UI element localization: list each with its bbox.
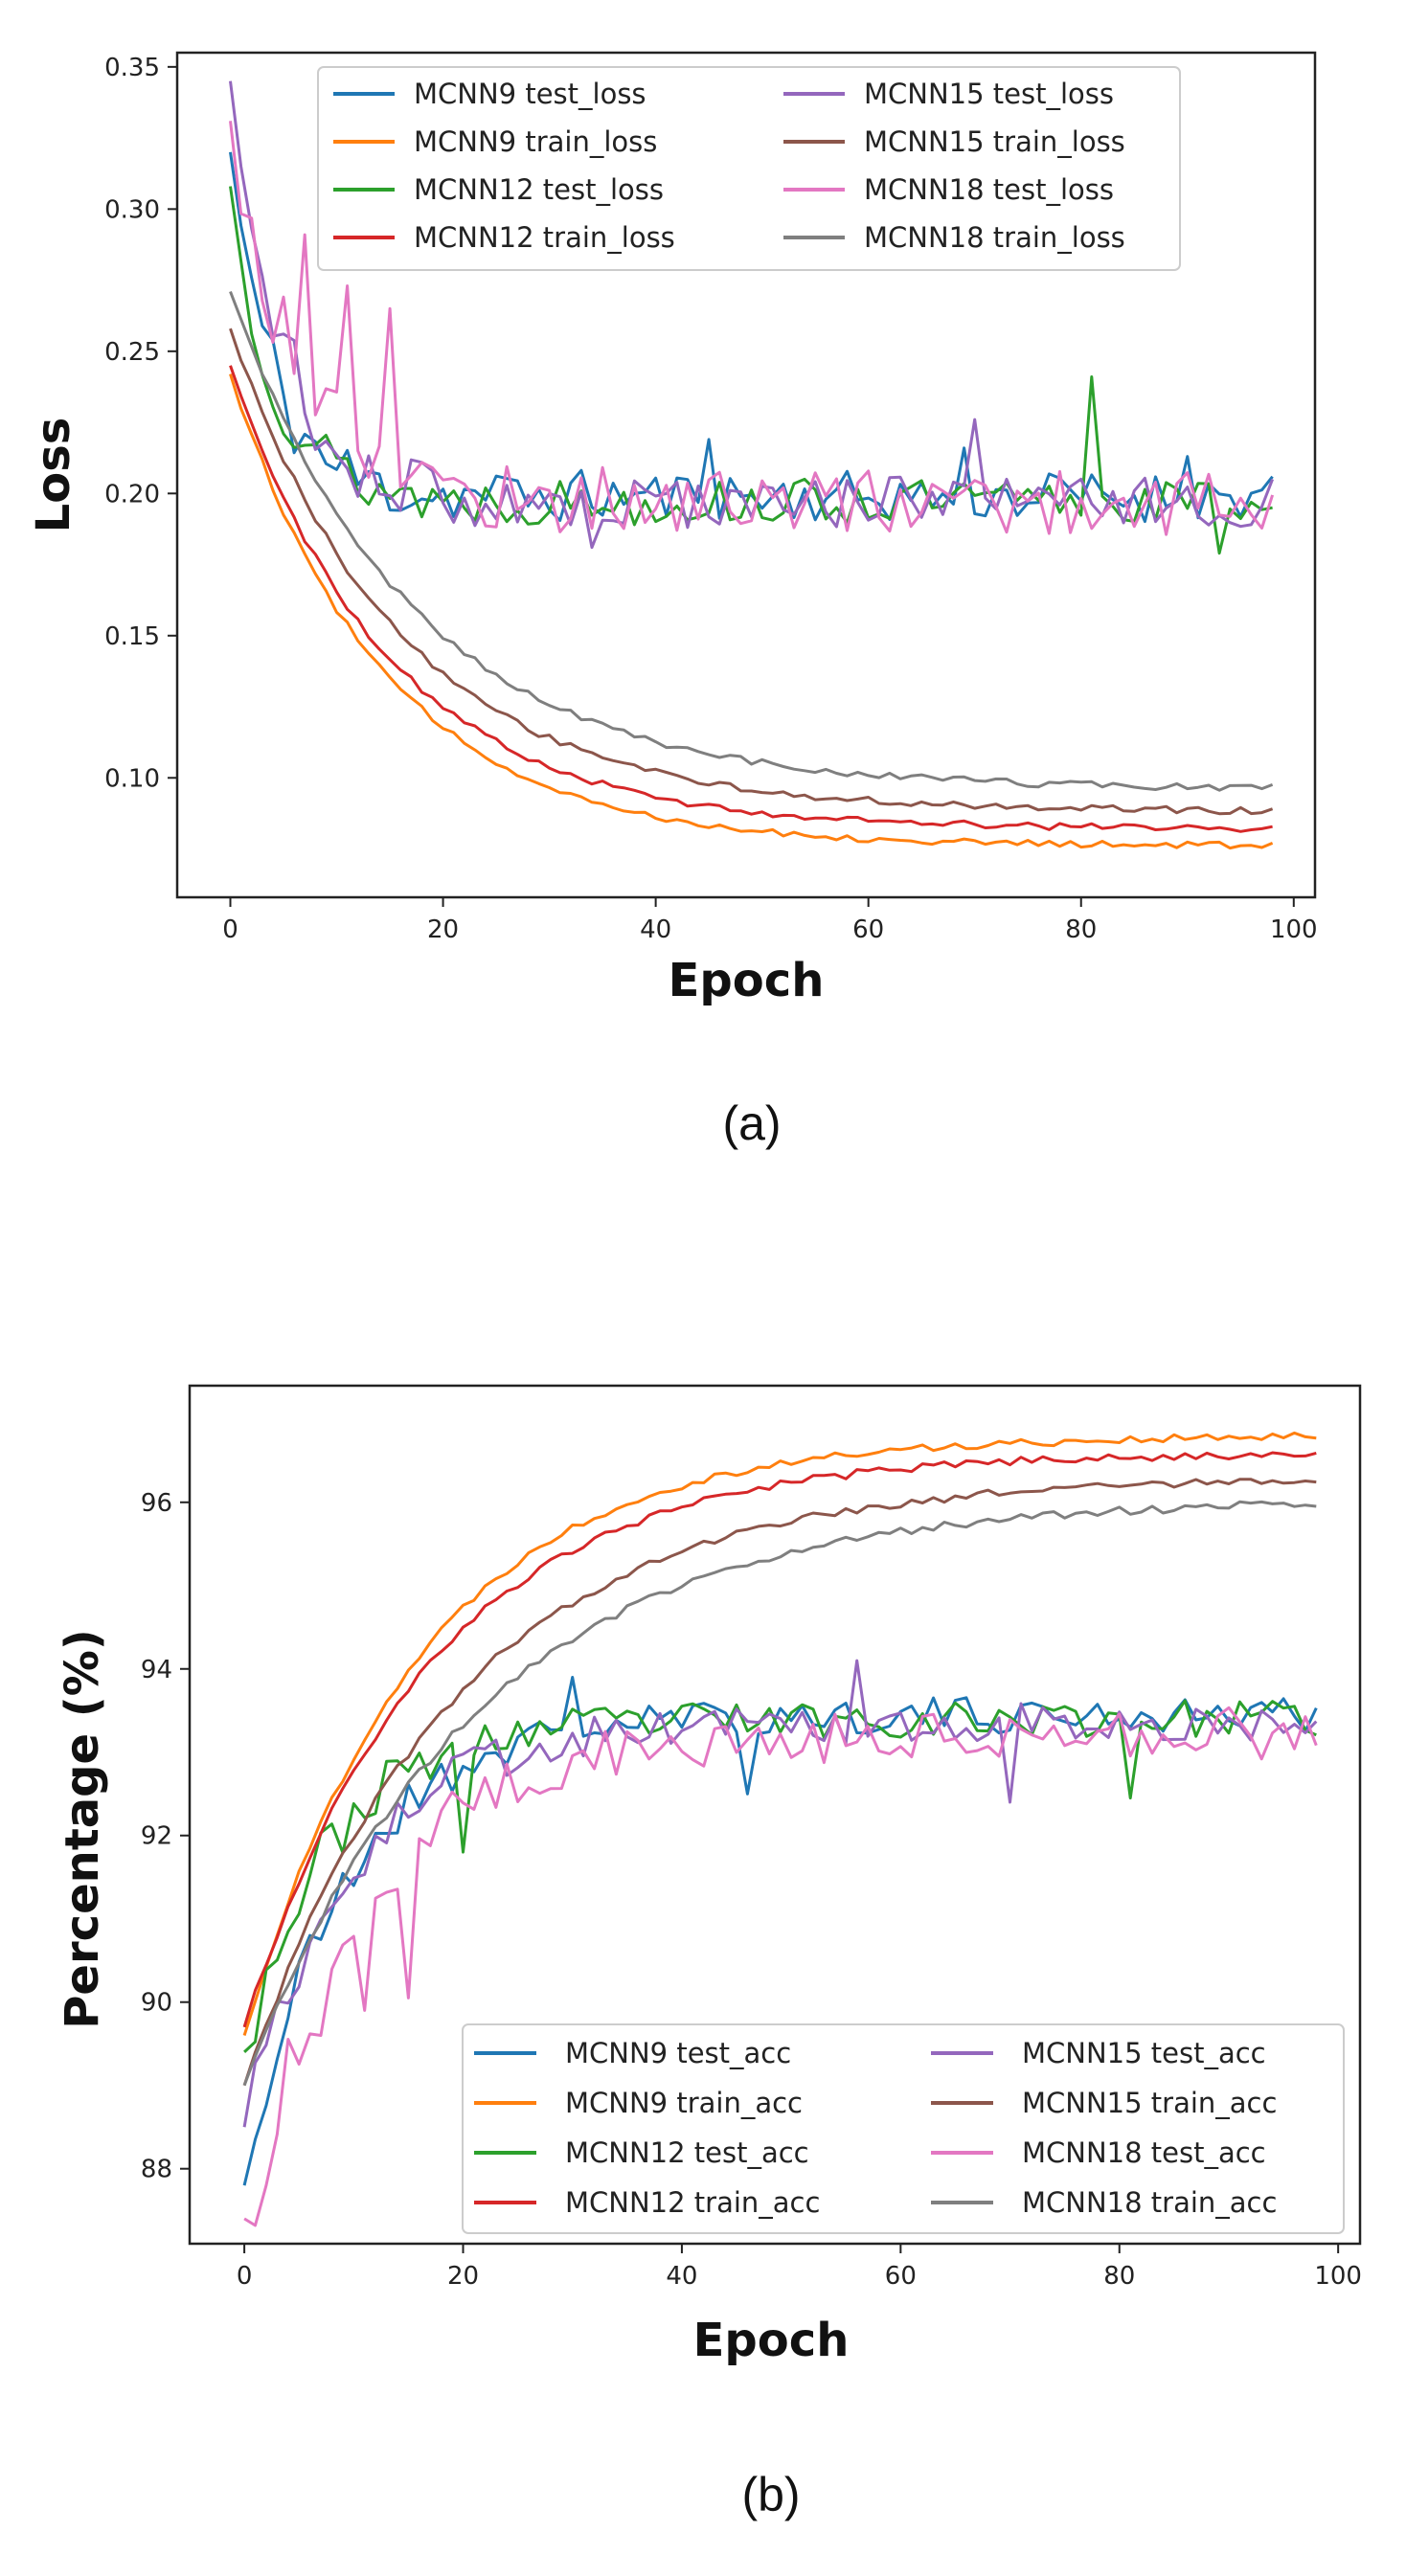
series-line-mcnn9-train-acc: [242, 1431, 1317, 2036]
legend-label-mcnn15-test-loss: MCNN15 test_loss: [864, 78, 1114, 110]
loss-y-tick-label: 0.20: [104, 480, 160, 508]
legend-label-mcnn12-train-acc: MCNN12 train_acc: [565, 2186, 820, 2219]
legend-label-mcnn9-train-loss: MCNN9 train_loss: [414, 125, 657, 158]
loss-y-axis-label: Loss: [27, 418, 80, 533]
loss-legend: MCNN9 test_loss MCNN9 train_loss MCNN12 …: [317, 66, 1181, 271]
accuracy-x-tick-label: 40: [666, 2262, 697, 2291]
accuracy-y-tick-label: 94: [141, 1656, 172, 1684]
loss-y-tick-label: 0.10: [104, 764, 160, 793]
loss-x-axis-label: Epoch: [669, 954, 825, 1007]
legend-label-mcnn12-test-loss: MCNN12 test_loss: [414, 173, 664, 206]
legend-label-mcnn9-test-loss: MCNN9 test_loss: [414, 78, 646, 110]
loss-x-tick-label: 20: [427, 915, 459, 944]
accuracy-y-tick-label: 90: [141, 1989, 172, 2018]
accuracy-y-tick-label: 96: [141, 1489, 172, 1518]
accuracy-legend: MCNN9 test_acc MCNN9 train_acc MCNN12 te…: [462, 2023, 1345, 2234]
legend-label-mcnn9-train-acc: MCNN9 train_acc: [565, 2087, 803, 2119]
accuracy-y-axis-label: Percentage (%): [56, 1629, 109, 2029]
accuracy-x-axis-label: Epoch: [693, 2314, 850, 2367]
series-line-mcnn9-train-loss: [229, 373, 1274, 850]
series-line-mcnn18-test-loss: [229, 121, 1275, 536]
legend-label-mcnn18-test-acc: MCNN18 test_acc: [1022, 2136, 1266, 2169]
legend-label-mcnn15-train-acc: MCNN15 train_acc: [1022, 2087, 1277, 2119]
accuracy-x-tick-label: 60: [885, 2262, 917, 2291]
caption-b: (b): [741, 2468, 800, 2521]
accuracy-chart: 0 20 40 60 80 100 88 90 92 94 96 Epoch Percentage …: [56, 1384, 1362, 2521]
loss-legend-box: [317, 66, 1181, 271]
loss-x-tick-label: 80: [1065, 915, 1097, 944]
legend-label-mcnn18-test-loss: MCNN18 test_loss: [864, 173, 1114, 206]
legend-label-mcnn9-test-acc: MCNN9 test_acc: [565, 2037, 791, 2069]
series-line-mcnn12-train-acc: [242, 1451, 1317, 2028]
series-line-mcnn15-test-acc: [242, 1659, 1318, 2128]
series-line-mcnn18-train-loss: [229, 290, 1274, 792]
legend-label-mcnn18-train-acc: MCNN18 train_acc: [1022, 2186, 1277, 2219]
series-line-mcnn12-test-acc: [243, 1699, 1317, 2053]
series-line-mcnn15-train-acc: [242, 1478, 1317, 2087]
series-line-mcnn9-test-loss: [229, 151, 1274, 524]
loss-x-tick-label: 0: [222, 915, 238, 944]
loss-y-tick-label: 0.35: [104, 54, 160, 82]
accuracy-y-tick-label: 88: [141, 2156, 172, 2184]
loss-x-tick-label: 100: [1270, 915, 1318, 944]
legend-label-mcnn15-test-acc: MCNN15 test_acc: [1022, 2037, 1266, 2069]
accuracy-series-group: [242, 1431, 1318, 2227]
loss-series-group: [229, 80, 1275, 850]
loss-chart: 0 20 40 60 80 100 0.10 0.15 0.20 0.25 0.30 0.35 Epo…: [27, 51, 1318, 1150]
legend-label-mcnn12-test-acc: MCNN12 test_acc: [565, 2136, 809, 2169]
legend-label-mcnn15-train-loss: MCNN15 train_loss: [864, 125, 1125, 158]
accuracy-x-tick-label: 0: [237, 2262, 253, 2291]
accuracy-y-tick-label: 92: [141, 1822, 172, 1851]
loss-y-tick-label: 0.30: [104, 195, 160, 224]
loss-axis-ticks: 0 20 40 60 80 100 0.10 0.15 0.20 0.25 0.30 0.35: [104, 54, 1318, 944]
series-line-mcnn18-train-acc: [242, 1500, 1317, 2087]
accuracy-legend-box: [462, 2023, 1345, 2234]
loss-y-tick-label: 0.25: [104, 338, 160, 367]
loss-y-tick-label: 0.15: [104, 622, 160, 651]
caption-a: (a): [722, 1096, 781, 1150]
series-line-mcnn9-test-acc: [242, 1676, 1318, 2186]
loss-x-tick-label: 40: [640, 915, 671, 944]
legend-label-mcnn12-train-loss: MCNN12 train_loss: [414, 221, 675, 254]
series-line-mcnn12-train-loss: [229, 365, 1273, 833]
series-line-mcnn15-train-loss: [229, 328, 1274, 816]
accuracy-x-tick-label: 80: [1103, 2262, 1135, 2291]
accuracy-x-tick-label: 20: [447, 2262, 479, 2291]
legend-label-mcnn18-train-loss: MCNN18 train_loss: [864, 221, 1125, 254]
accuracy-x-tick-label: 100: [1314, 2262, 1362, 2291]
series-line-mcnn18-test-acc: [243, 1706, 1318, 2227]
loss-x-tick-label: 60: [852, 915, 884, 944]
accuracy-axis-ticks: 0 20 40 60 80 100 88 90 92 94 96: [141, 1489, 1362, 2291]
